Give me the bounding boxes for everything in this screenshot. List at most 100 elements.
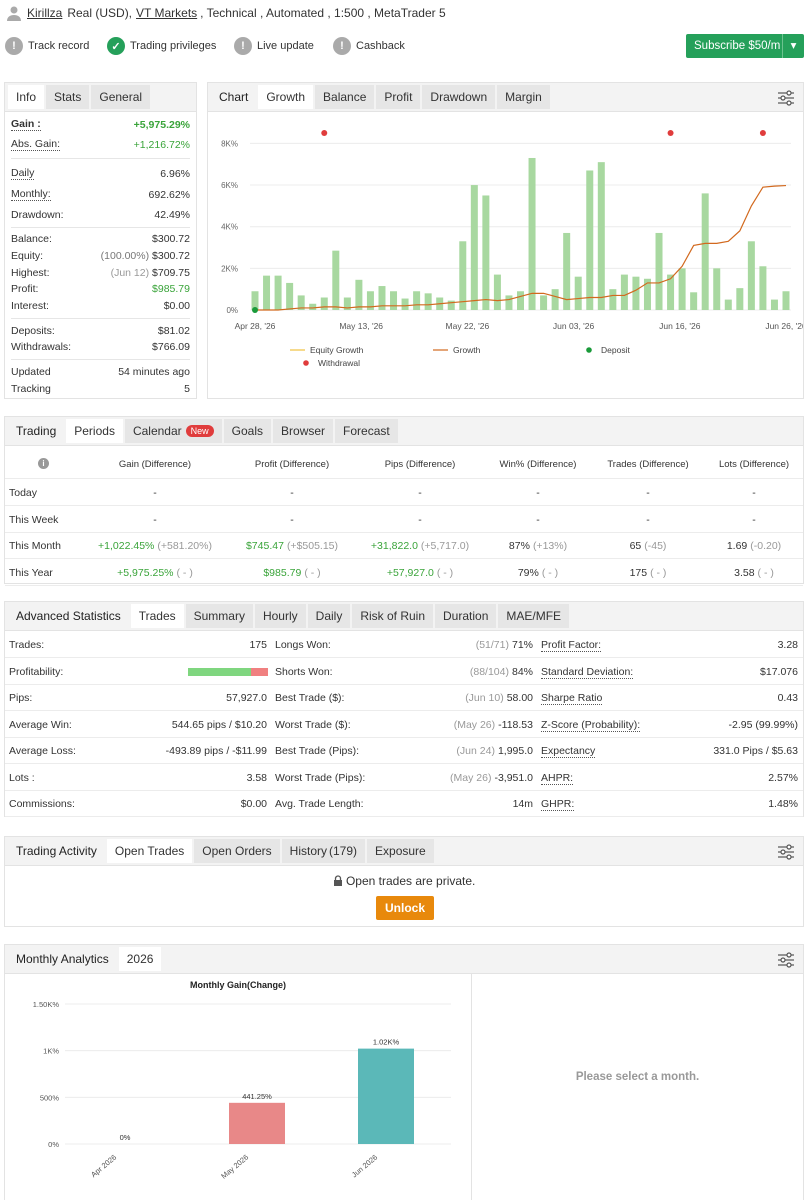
- trading-tabs: Trading Periods Calendar New Goals Browse…: [5, 417, 803, 446]
- stat-value: 175: [249, 639, 267, 651]
- table-cell: -: [340, 487, 500, 499]
- tab-general[interactable]: General: [91, 85, 151, 109]
- advanced-statistics-panel: Advanced Statistics Trades Summary Hourl…: [4, 601, 804, 817]
- stat-row: Lots : 3.58 Worst Trade (Pips): (May 26) -3,…: [5, 765, 803, 791]
- filter-icon[interactable]: [777, 90, 795, 106]
- monthly-analytics-panel: Monthly Analytics 2026 Monthly Gain(Chan…: [4, 944, 804, 1200]
- data-label: 441.25%: [242, 1092, 272, 1101]
- x-tick-label: Apr 2026: [89, 1153, 118, 1179]
- stat-row: Average Win: 544.65 pips / $10.20 Worst Tr…: [5, 712, 803, 738]
- badge-track-record[interactable]: ! Track record: [5, 36, 89, 56]
- tab-hourly[interactable]: Hourly: [254, 604, 306, 628]
- tab-summary[interactable]: Summary: [185, 604, 253, 628]
- subscribe-button[interactable]: Subscribe $50/m ▾: [686, 34, 804, 58]
- stat-number: 14m: [512, 798, 533, 810]
- stat-row: Pips: 57,927.0 Best Trade ($): (Jun 10) 58.0…: [5, 685, 803, 711]
- cell-value: +31,822.0: [370, 540, 418, 552]
- cell-value: -: [536, 513, 540, 526]
- activity-title: Trading Activity: [16, 844, 97, 858]
- y-tick-label: 0%: [48, 1140, 59, 1149]
- tab-risk-of-ruin[interactable]: Risk of Ruin: [352, 604, 434, 628]
- stat-label: Standard Deviation:: [541, 665, 634, 679]
- tab-info[interactable]: Info: [8, 85, 45, 109]
- table-cell: +1,022.45% (+581.20%): [75, 540, 235, 552]
- tab-goals[interactable]: Goals: [223, 419, 272, 443]
- profitability-bar: [188, 667, 268, 676]
- stat-value: -493.89 pips / -$11.99: [165, 745, 267, 757]
- stat-label: Expectancy: [541, 745, 596, 758]
- growth-bar: [736, 288, 744, 310]
- legend-item: Equity Growth: [310, 345, 364, 355]
- monthly-bar: [358, 1048, 414, 1144]
- growth-chart: 0% 2K% 4K% 6K% 8K% Apr 28, '26 May 13, '26 May …: [221, 130, 803, 368]
- stat-label: Lots :: [9, 771, 35, 784]
- cell-value: 1.69: [726, 540, 748, 552]
- tab-browser[interactable]: Browser: [273, 419, 334, 443]
- table-cell: -: [568, 514, 728, 526]
- username-link[interactable]: Kirillza: [27, 6, 63, 20]
- tab-periods[interactable]: Periods: [66, 419, 123, 443]
- tab-drawdown[interactable]: Drawdown: [422, 85, 496, 109]
- badge-cashback[interactable]: ! Cashback: [333, 36, 405, 56]
- info-row-interest: Interest: $0.00: [11, 299, 190, 312]
- unlock-button[interactable]: Unlock: [376, 896, 434, 920]
- growth-bar: [366, 291, 374, 310]
- tab-open-orders[interactable]: Open Orders: [194, 839, 280, 863]
- tab-open-trades[interactable]: Open Trades: [106, 839, 193, 863]
- cell-value: -: [418, 487, 422, 499]
- growth-bar: [251, 291, 259, 310]
- table-cell: -: [674, 487, 810, 499]
- adv-title: Advanced Statistics: [16, 609, 121, 623]
- tab-trades[interactable]: Trades: [130, 604, 184, 628]
- filter-icon[interactable]: [777, 952, 795, 968]
- info-row-equity: Equity: (100.00%) $300.72: [11, 249, 190, 262]
- periods-header: i Gain (Difference) Profit (Difference) Pip…: [5, 447, 803, 479]
- stat-date: (51/71): [475, 639, 509, 651]
- tab-stats[interactable]: Stats: [46, 85, 90, 109]
- tab-profit[interactable]: Profit: [376, 85, 421, 109]
- tab-daily[interactable]: Daily: [307, 604, 351, 628]
- growth-bar: [690, 292, 698, 310]
- table-cell: 3.58( - ): [674, 567, 810, 579]
- stat-value: 14m: [510, 798, 533, 810]
- table-cell: -: [568, 487, 728, 499]
- table-row: This Week - - - - - -: [5, 507, 803, 533]
- stat-value: (88/104) 84%: [470, 666, 533, 678]
- table-row: Today - - - - - -: [5, 480, 803, 506]
- account-type: Real (USD),: [67, 6, 133, 20]
- stat-value: (May 26) -3,951.0: [450, 772, 533, 784]
- tab-duration[interactable]: Duration: [435, 604, 497, 628]
- period-label: This Week: [9, 513, 59, 526]
- stat-date: (88/104): [469, 665, 509, 678]
- filter-icon[interactable]: [777, 844, 795, 860]
- stat-value: (Jun 10) 58.00: [465, 692, 533, 704]
- growth-bar: [701, 193, 709, 310]
- y-tick-label: 1.50K%: [33, 1000, 60, 1009]
- stat-label: Profit Factor:: [541, 639, 602, 652]
- info-row-drawdown: Drawdown: 42.49%: [11, 208, 190, 221]
- stat-value: $17.076: [760, 665, 798, 678]
- tab-calendar[interactable]: Calendar New: [124, 419, 222, 443]
- chevron-down-icon[interactable]: ▾: [782, 34, 804, 58]
- stat-label: Pips:: [9, 692, 33, 704]
- stat-label: Average Loss:: [9, 745, 76, 757]
- tab-balance[interactable]: Balance: [315, 85, 375, 109]
- tab-mae-mfe[interactable]: MAE/MFE: [498, 604, 570, 628]
- cell-value: 3.58: [734, 566, 755, 579]
- badge-live-update[interactable]: ! Live update: [234, 36, 314, 56]
- trading-activity-panel: Trading Activity Open Trades Open Orders…: [4, 836, 804, 927]
- x-tick-label: Jun 03, '26: [553, 321, 595, 331]
- broker-link[interactable]: VT Markets: [136, 6, 198, 20]
- tab-forecast[interactable]: Forecast: [335, 419, 398, 443]
- growth-line: [255, 184, 787, 311]
- tab-history[interactable]: History (179): [281, 839, 366, 863]
- tab-margin[interactable]: Margin: [497, 85, 550, 109]
- trading-panel: Trading Periods Calendar New Goals Browse…: [4, 416, 804, 586]
- badge-trading-privileges[interactable]: ✓ Trading privileges: [107, 36, 216, 56]
- tab-exposure[interactable]: Exposure: [367, 839, 434, 863]
- legend-item: Withdrawal: [318, 358, 360, 368]
- tab-2026[interactable]: 2026: [118, 947, 162, 971]
- tab-growth[interactable]: Growth: [258, 85, 314, 109]
- column-header: Lots (Difference): [718, 459, 790, 470]
- stat-date: (Jun 10): [465, 692, 504, 704]
